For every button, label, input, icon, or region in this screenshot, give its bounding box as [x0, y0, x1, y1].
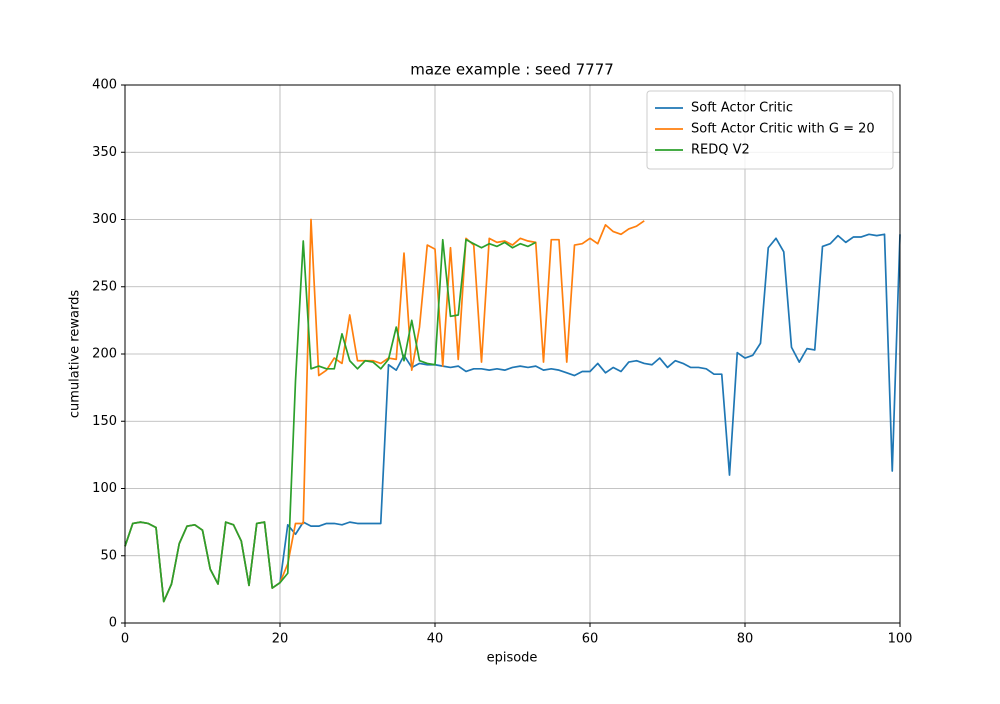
- x-tick-label: 80: [737, 632, 754, 647]
- y-tick-label: 50: [100, 548, 117, 563]
- x-tick-label: 40: [427, 632, 444, 647]
- x-axis-label: episode: [487, 651, 538, 666]
- legend-label: Soft Actor Critic with G = 20: [691, 122, 875, 137]
- y-tick-label: 200: [92, 347, 117, 362]
- legend-box: [646, 90, 894, 170]
- y-tick-label: 400: [92, 78, 117, 93]
- x-tick-label: 0: [121, 632, 129, 647]
- x-tick-label: 60: [582, 632, 599, 647]
- legend-label: Soft Actor Critic: [691, 101, 793, 116]
- chart-title: maze example : seed 7777: [410, 61, 614, 79]
- legend-label: REDQ V2: [691, 143, 750, 158]
- y-axis-label: cumulative rewards: [68, 290, 83, 418]
- x-tick-label: 100: [888, 632, 913, 647]
- x-tick-label: 20: [272, 632, 289, 647]
- y-tick-label: 100: [92, 481, 117, 496]
- y-tick-label: 250: [92, 279, 117, 294]
- y-tick-label: 300: [92, 212, 117, 227]
- y-tick-label: 0: [109, 616, 117, 631]
- series-line: [124, 238, 537, 603]
- y-tick-label: 150: [92, 414, 117, 429]
- y-tick-label: 350: [92, 145, 117, 160]
